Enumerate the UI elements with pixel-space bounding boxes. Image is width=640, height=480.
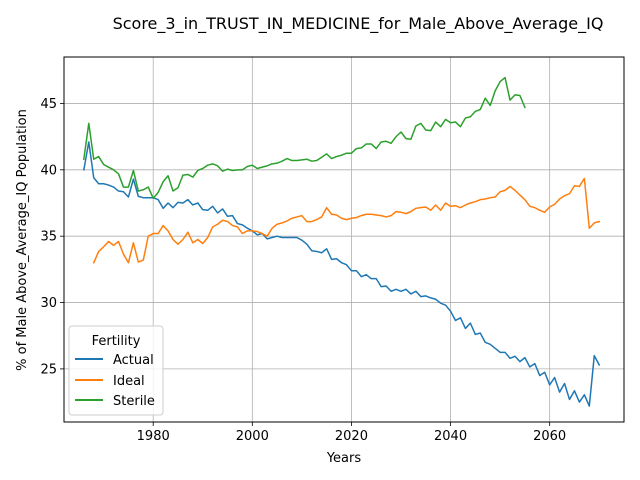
legend-title: Fertility bbox=[92, 334, 141, 349]
legend-frame bbox=[68, 325, 164, 416]
x-axis-title: Years bbox=[326, 451, 362, 466]
y-tick-label: 30 bbox=[40, 296, 57, 311]
x-tick-label: 2000 bbox=[236, 429, 269, 444]
legend-label-sterile: Sterile bbox=[113, 394, 155, 409]
y-axis-title: % of Male Above_Average_IQ Population bbox=[15, 109, 30, 371]
x-tick-label: 2040 bbox=[434, 429, 467, 444]
chart-title: Score_3_in_TRUST_IN_MEDICINE_for_Male_Ab… bbox=[113, 14, 604, 34]
x-tick-label: 2060 bbox=[533, 429, 566, 444]
legend-label-actual: Actual bbox=[113, 353, 154, 368]
legend: Fertility Actual Ideal Sterile bbox=[68, 325, 164, 416]
ticks: 1980 2000 2020 2040 2060 25 30 35 40 45 bbox=[40, 97, 566, 444]
plot-frame bbox=[63, 56, 625, 423]
series-layer bbox=[82, 76, 601, 407]
legend-label-ideal: Ideal bbox=[113, 374, 145, 389]
y-tick-label: 45 bbox=[40, 97, 57, 112]
y-tick-label: 35 bbox=[40, 230, 57, 245]
y-tick-label: 40 bbox=[40, 163, 57, 178]
y-tick-label: 25 bbox=[40, 362, 57, 377]
series-line-sterile bbox=[82, 76, 526, 200]
x-tick-label: 1980 bbox=[137, 429, 170, 444]
x-tick-label: 2020 bbox=[335, 429, 368, 444]
series-line-actual bbox=[82, 141, 601, 407]
series-line-ideal bbox=[92, 177, 601, 264]
grid bbox=[64, 57, 624, 422]
